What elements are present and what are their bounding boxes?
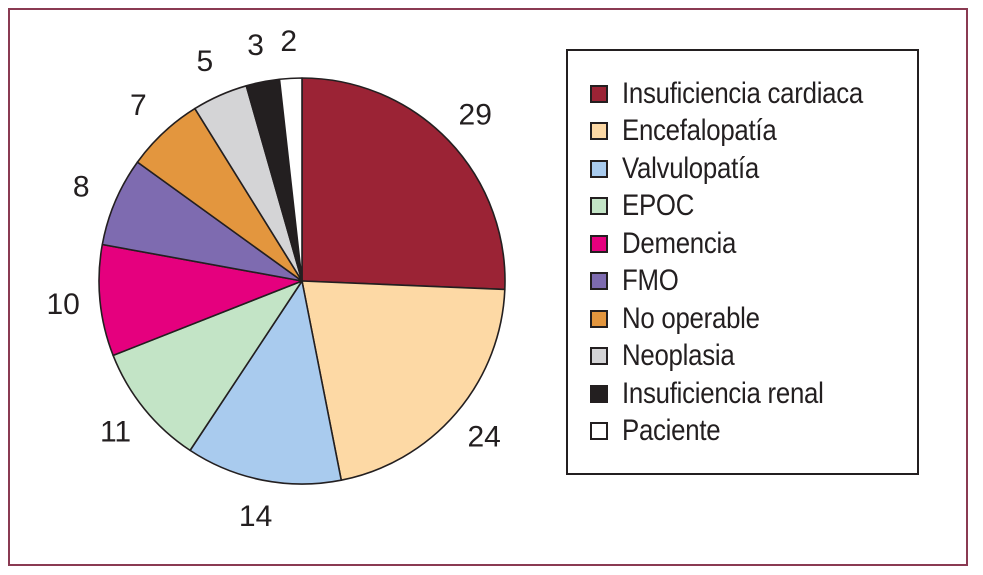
legend: Insuficiencia cardiaca Encefalopatía Valvu…: [566, 49, 919, 475]
slice-value-label: 5: [196, 45, 213, 78]
slice-value-label: 11: [100, 416, 131, 449]
legend-label: Neoplasia: [622, 339, 735, 373]
legend-item: Neoplasia: [568, 338, 917, 376]
pie-slice: [278, 77, 303, 282]
legend-label: Demencia: [622, 226, 737, 260]
legend-item: Encefalopatía: [568, 113, 917, 151]
legend-item: Insuficiencia cardiaca: [568, 75, 917, 113]
legend-swatch: [590, 384, 608, 403]
legend-item: Demencia: [568, 225, 917, 263]
legend-swatch: [590, 234, 608, 253]
legend-swatch: [590, 422, 608, 441]
legend-item: EPOC: [568, 188, 917, 226]
legend-item: Insuficiencia renal: [568, 375, 917, 413]
slice-value-label: 29: [459, 98, 492, 131]
pie-slice: [189, 280, 343, 485]
slice-value-label: 14: [239, 500, 272, 533]
legend-item: FMO: [568, 263, 917, 301]
legend-swatch: [590, 84, 608, 103]
slice-value-label: 10: [46, 288, 79, 321]
pie-slice: [301, 280, 506, 481]
legend-label: Paciente: [622, 414, 721, 448]
legend-swatch: [590, 347, 608, 366]
slice-value-label: 3: [247, 29, 264, 62]
legend-label: Valvulopatía: [622, 151, 759, 185]
slice-value-label: 8: [73, 170, 90, 203]
legend-swatch: [590, 122, 608, 141]
legend-label: Insuficiencia cardiaca: [622, 76, 863, 110]
slice-value-label: 7: [130, 89, 147, 122]
legend-item: Paciente: [568, 413, 917, 451]
pie-slice: [112, 280, 303, 452]
legend-swatch: [590, 159, 608, 178]
pie-slice: [301, 77, 506, 291]
legend-swatch: [590, 272, 608, 291]
legend-swatch: [590, 197, 608, 216]
slice-value-label: 2: [280, 25, 297, 58]
legend-item: Valvulopatía: [568, 150, 917, 188]
legend-swatch: [590, 309, 608, 328]
legend-label: No operable: [622, 301, 760, 335]
legend-label: Encefalopatía: [622, 114, 777, 148]
legend-label: Insuficiencia renal: [622, 376, 824, 410]
legend-label: FMO: [622, 264, 679, 298]
legend-item: No operable: [568, 300, 917, 338]
slice-value-label: 24: [467, 421, 500, 454]
legend-label: EPOC: [622, 189, 695, 223]
